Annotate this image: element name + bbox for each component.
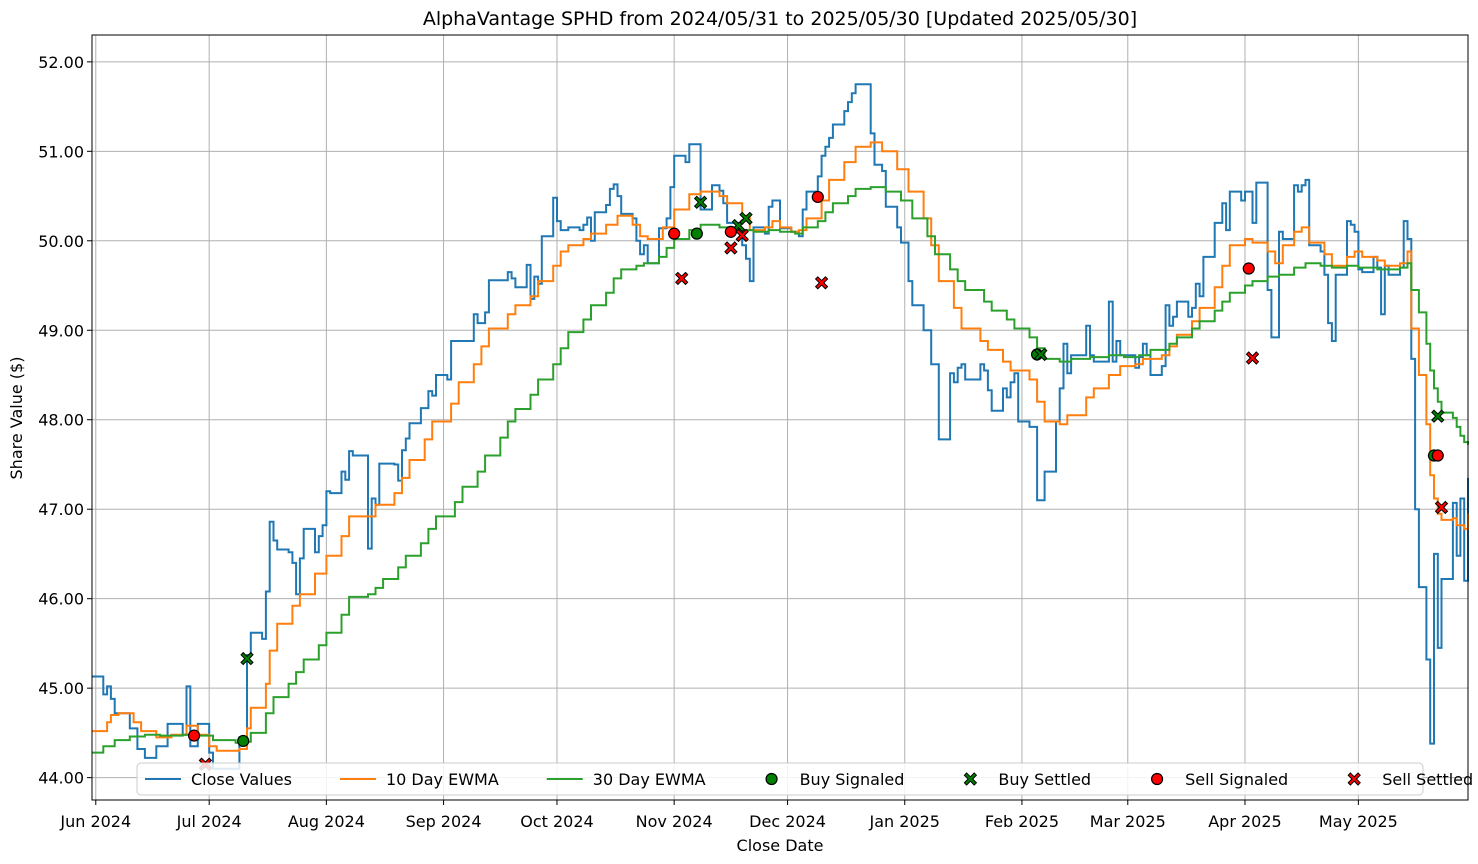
x-tick-label: Mar 2025 (1090, 812, 1166, 831)
legend-item-buy-settled: Buy Settled (963, 770, 1091, 789)
legend-label: Sell Settled (1382, 770, 1473, 789)
marker-sell-settled (735, 228, 749, 243)
marker-sell-settled (1434, 500, 1449, 515)
y-tick-label: 49.00 (38, 321, 84, 340)
marker-layer (187, 190, 1449, 771)
marker-sell-signaled (1431, 449, 1444, 462)
x-tick-label: Feb 2025 (985, 812, 1059, 831)
marker-buy-settled (240, 651, 254, 666)
marker-buy-settled (1034, 347, 1048, 362)
legend-label: Buy Signaled (800, 770, 905, 789)
legend-x-swatch (963, 772, 978, 786)
legend-item-sell-settled: Sell Settled (1347, 770, 1473, 789)
x-axis-title: Close Date (737, 836, 824, 855)
marker-buy-signaled (237, 734, 250, 748)
x-tick-label: Nov 2024 (636, 812, 713, 831)
legend-label: Sell Signaled (1185, 770, 1288, 789)
legend-item-30-day-ewma: 30 Day EWMA (546, 770, 706, 789)
legend-label: 10 Day EWMA (386, 770, 499, 789)
grid-layer (92, 35, 1468, 800)
y-tick-label: 45.00 (38, 679, 84, 698)
legend: Close Values 10 Day EWMA 30 Day EWMA Buy Si… (136, 762, 1473, 796)
y-tick-label: 47.00 (38, 500, 84, 519)
legend-item-close-values: Close Values (145, 770, 292, 789)
marker-sell-settled (1245, 351, 1260, 365)
marker-sell-signaled (724, 225, 737, 238)
y-tick-label: 51.00 (38, 142, 84, 161)
marker-buy-settled (693, 195, 708, 210)
marker-sell-signaled (811, 190, 824, 204)
marker-sell-signaled (1242, 262, 1255, 275)
x-tick-label: Jul 2024 (176, 812, 242, 831)
x-tick-label: Jun 2024 (59, 812, 131, 831)
series-line-30-day-ewma (92, 186, 1469, 754)
x-tick-label: Sep 2024 (406, 812, 482, 831)
y-tick-label: 44.00 (38, 769, 84, 788)
marker-sell-signaled (187, 729, 201, 742)
chart-title: AlphaVantage SPHD from 2024/05/31 to 202… (423, 8, 1137, 30)
legend-circle-swatch (1150, 772, 1164, 786)
marker-buy-settled (739, 211, 753, 226)
legend-x-swatch (1347, 772, 1361, 786)
marker-sell-settled (724, 241, 738, 255)
series-line-10-day-ewma (92, 141, 1469, 752)
legend-label: Buy Settled (998, 770, 1091, 789)
legend-item-buy-signaled: Buy Signaled (765, 770, 905, 789)
legend-item-10-day-ewma: 10 Day EWMA (339, 770, 499, 789)
x-tick-label: Dec 2024 (749, 812, 826, 831)
y-tick-label: 50.00 (38, 232, 84, 251)
y-axis-title: Share Value ($) (7, 357, 26, 480)
series-layer (92, 83, 1469, 770)
marker-sell-signaled (668, 227, 681, 240)
legend-label: 30 Day EWMA (593, 770, 706, 789)
marker-buy-signaled (690, 227, 703, 240)
x-tick-label: Jan 2025 (869, 812, 940, 831)
y-tick-label: 48.00 (38, 411, 84, 430)
legend-box (136, 762, 1424, 796)
series-line-close-values (92, 83, 1469, 770)
legend-label: Close Values (191, 770, 292, 789)
y-tick-label: 52.00 (38, 53, 84, 72)
marker-buy-settled (1431, 409, 1445, 423)
marker-sell-settled (814, 276, 829, 290)
x-tick-label: Oct 2024 (520, 812, 593, 831)
x-tick-label: Apr 2025 (1208, 812, 1281, 831)
legend-item-sell-signaled: Sell Signaled (1150, 770, 1288, 789)
plot-frame (91, 34, 1469, 801)
tick-layer: 44.00 45.00 46.00 47.00 48.00 49.00 50.00 51.00… (38, 53, 1398, 831)
y-tick-label: 46.00 (38, 590, 84, 609)
legend-circle-swatch (765, 772, 778, 786)
x-tick-label: May 2025 (1319, 812, 1398, 831)
marker-sell-settled (674, 271, 689, 286)
x-tick-label: Aug 2024 (288, 812, 365, 831)
